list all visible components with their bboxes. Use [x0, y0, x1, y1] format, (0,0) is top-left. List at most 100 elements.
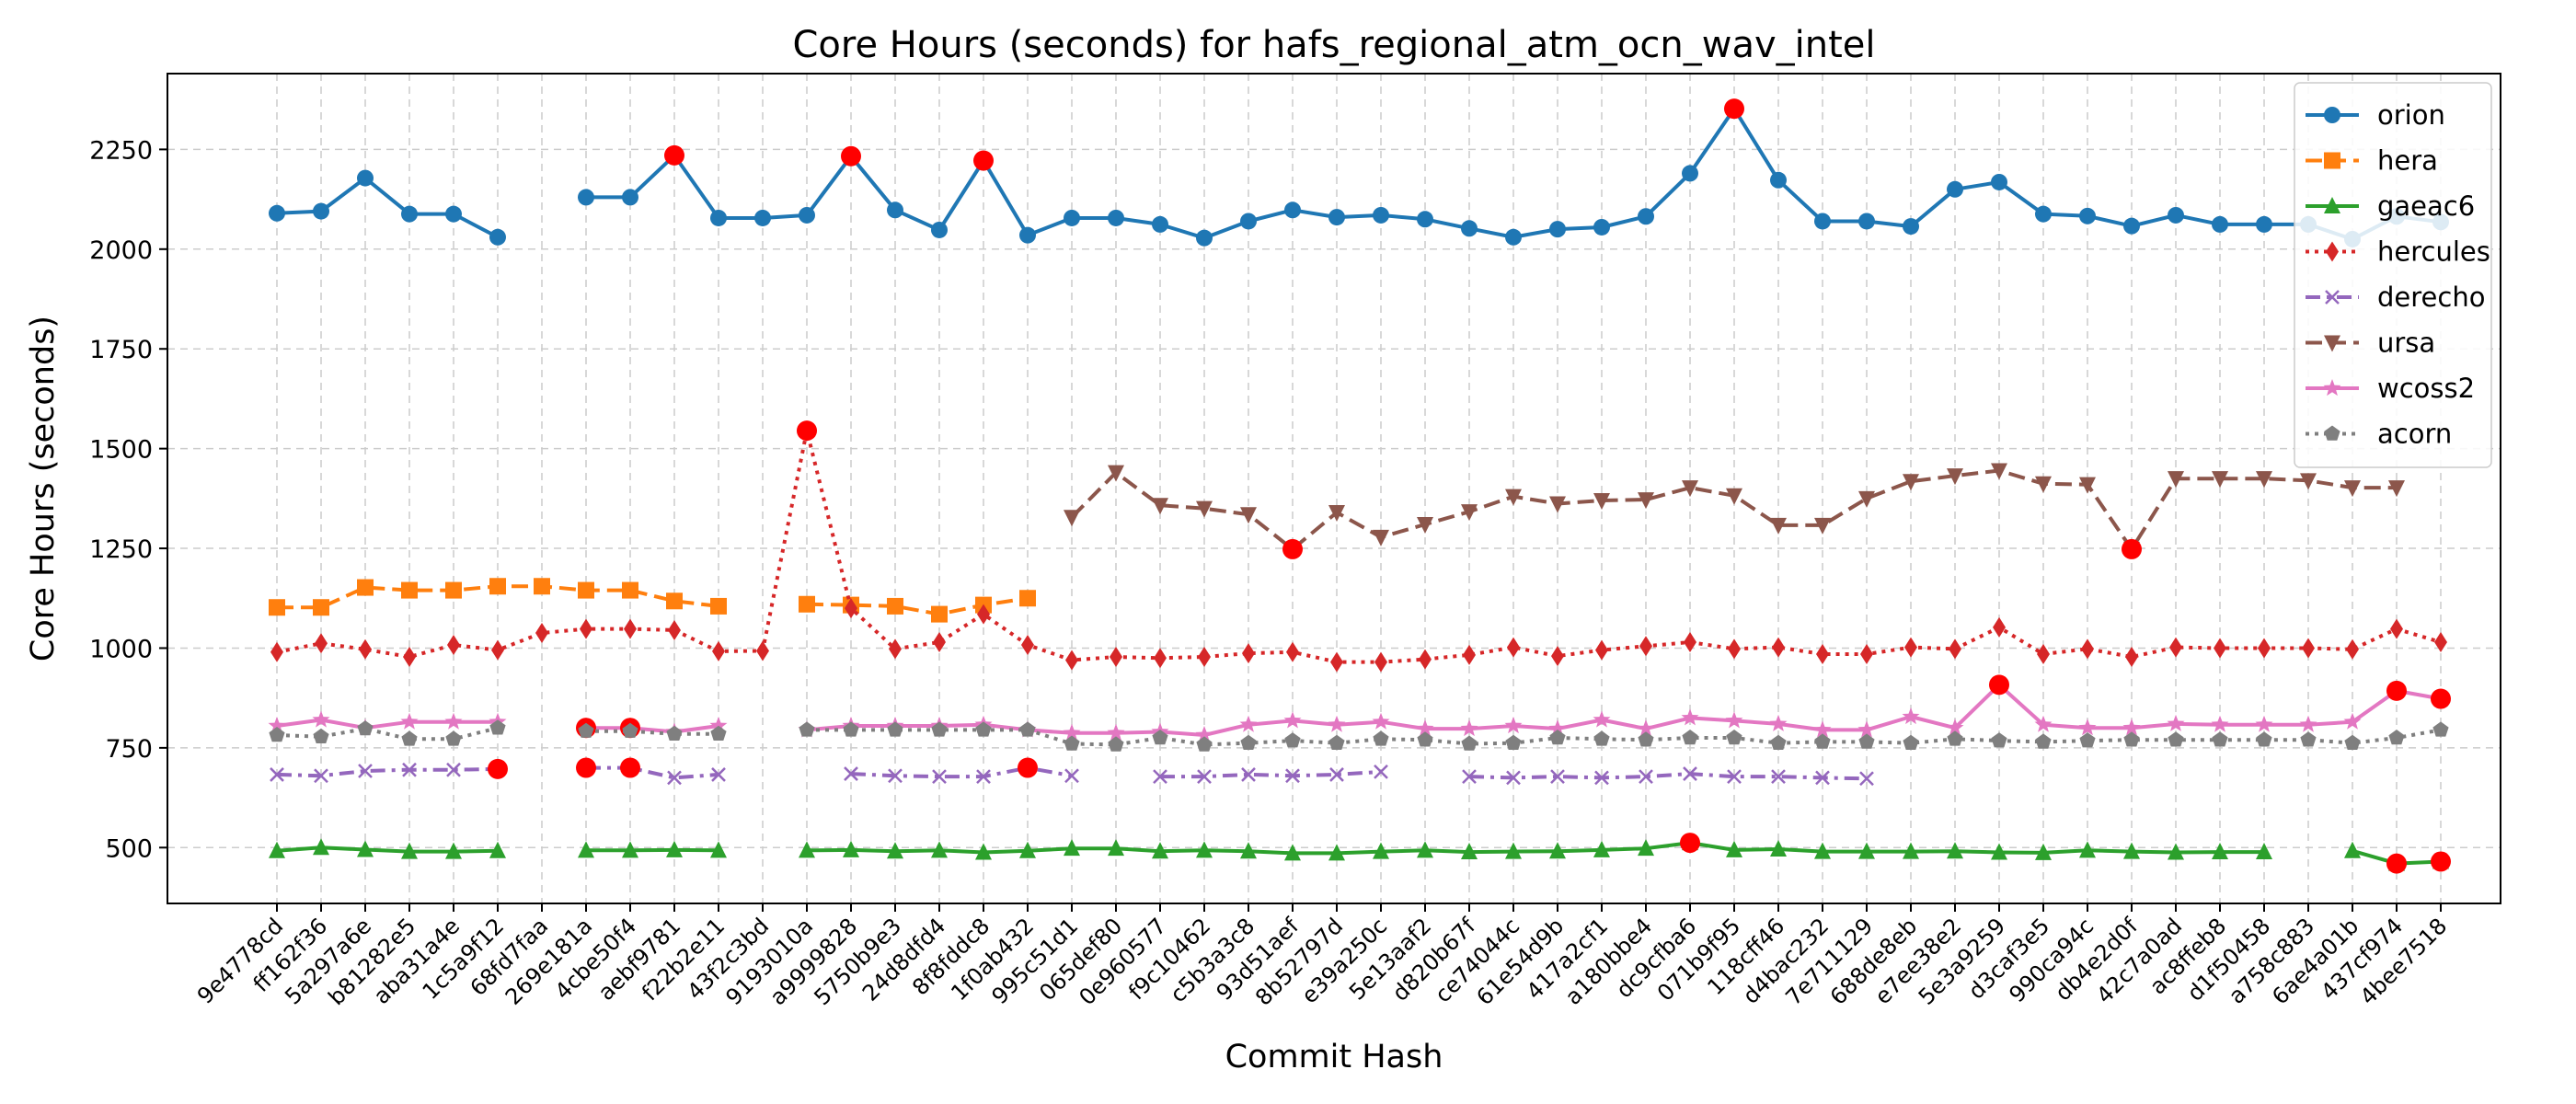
series-line: [586, 765, 719, 780]
y-tick-label: 500: [105, 834, 153, 863]
series-line: [276, 845, 499, 854]
data-point: [1417, 731, 1433, 747]
data-point: [799, 721, 815, 737]
data-point: [1507, 637, 1520, 658]
data-point: [1681, 708, 1699, 726]
data-point: [1549, 221, 1566, 238]
data-point: [2344, 734, 2361, 750]
legend-marker: [2324, 335, 2340, 352]
data-point: [1461, 843, 1478, 860]
data-point: [1638, 839, 1654, 857]
data-point: [1019, 721, 1036, 737]
data-point: [1505, 228, 1522, 246]
data-point: [1505, 842, 1522, 859]
data-point: [1770, 840, 1787, 857]
data-point: [2212, 843, 2228, 860]
series-line: [1468, 772, 1868, 781]
y-axis-title: Core Hours (seconds): [25, 316, 62, 661]
data-point: [1374, 651, 1387, 673]
data-point: [2255, 715, 2273, 732]
data-point: [976, 769, 991, 784]
data-point: [491, 639, 504, 661]
data-point: [1108, 465, 1124, 482]
data-point: [489, 578, 506, 595]
data-point: [2432, 721, 2449, 737]
outlier-point: [1282, 538, 1303, 559]
data-point: [845, 598, 857, 619]
data-point: [580, 618, 592, 639]
grid: [167, 74, 2501, 903]
data-point: [313, 599, 329, 616]
outlier-point: [1989, 674, 2009, 696]
data-point: [1859, 771, 1874, 787]
data-point: [1154, 648, 1167, 669]
data-point: [711, 767, 726, 782]
data-point: [1416, 719, 1434, 737]
data-point: [1284, 201, 1301, 219]
data-point: [2123, 731, 2140, 747]
data-point: [666, 725, 683, 741]
legend-item-hera: hera: [2306, 145, 2438, 177]
data-point: [668, 619, 681, 640]
data-point: [1107, 723, 1125, 741]
data-point: [1373, 529, 1389, 546]
data-point: [1684, 631, 1696, 652]
legend-label: hera: [2377, 145, 2438, 177]
data-point: [1019, 226, 1036, 244]
data-point: [1947, 468, 1963, 486]
data-point: [1682, 165, 1698, 182]
data-point: [1638, 492, 1654, 510]
series-line: [807, 728, 2442, 747]
legend-item-ursa: ursa: [2306, 328, 2435, 359]
data-point: [843, 840, 859, 857]
series-line: [276, 766, 499, 778]
data-point: [1241, 767, 1256, 782]
legend-marker: [2323, 379, 2341, 397]
series-line: [586, 729, 719, 736]
data-point: [1728, 638, 1741, 660]
series-ursa: [1064, 463, 2405, 559]
data-point: [1372, 712, 1390, 730]
data-point: [1152, 215, 1168, 233]
legend-marker: [2324, 107, 2340, 123]
data-point: [1417, 517, 1433, 535]
data-point: [359, 638, 372, 660]
data-point: [1550, 769, 1565, 784]
data-point: [1461, 220, 1478, 237]
data-point: [1108, 839, 1124, 857]
data-point: [1330, 651, 1343, 673]
data-point: [666, 592, 683, 610]
data-point: [1903, 218, 1919, 236]
data-point: [1328, 209, 1345, 226]
data-point: [712, 640, 725, 661]
data-point: [358, 764, 373, 778]
data-point: [1682, 730, 1698, 745]
data-point: [1991, 173, 2007, 190]
data-point: [1505, 734, 1522, 750]
legend-label: acorn: [2377, 419, 2452, 450]
data-point: [1240, 507, 1257, 524]
data-point: [887, 201, 903, 219]
data-point: [1328, 844, 1345, 861]
series-line: [276, 726, 499, 742]
data-point: [1548, 719, 1567, 737]
series-line: [586, 724, 719, 734]
data-point: [1328, 505, 1345, 523]
data-point: [1725, 711, 1743, 729]
data-point: [1063, 723, 1081, 741]
data-point: [1769, 714, 1788, 731]
data-point: [357, 720, 374, 736]
series-line: [276, 429, 2442, 664]
data-point: [622, 841, 638, 858]
data-point: [2390, 618, 2403, 639]
data-point: [1638, 208, 1654, 225]
data-point: [2123, 217, 2140, 235]
legend-marker: [2325, 290, 2340, 305]
data-point: [2434, 631, 2447, 652]
data-point: [1460, 719, 1478, 737]
data-point: [709, 717, 728, 734]
data-point: [1771, 769, 1786, 784]
data-point: [1947, 730, 1963, 746]
data-point: [315, 633, 328, 654]
